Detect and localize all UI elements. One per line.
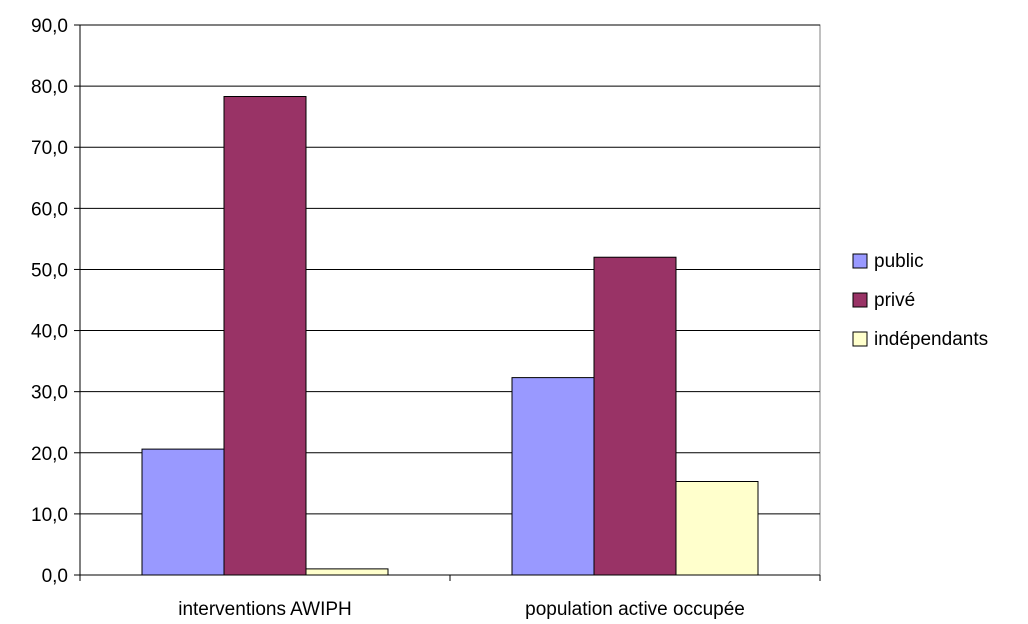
bar-2-1 xyxy=(223,96,307,576)
legend: public privé indépendants xyxy=(852,251,988,350)
y-tick-label: 50,0 xyxy=(31,260,68,281)
legend-label: privé xyxy=(874,290,915,311)
y-tick-label: 60,0 xyxy=(31,199,68,220)
y-tick-label: 10,0 xyxy=(31,505,68,526)
legend-swatch xyxy=(852,331,868,347)
y-tick-label: 30,0 xyxy=(31,383,68,404)
y-tick-label: 90,0 xyxy=(31,16,68,37)
y-tick-label: 80,0 xyxy=(31,77,68,98)
y-tick-label: 40,0 xyxy=(31,322,68,343)
bar-2-2 xyxy=(593,256,677,576)
legend-label: public xyxy=(874,251,924,272)
x-axis-labels: interventions AWIPH population active occ… xyxy=(178,599,745,620)
legend-swatch xyxy=(852,292,868,308)
x-category-label: interventions AWIPH xyxy=(178,599,352,620)
axes xyxy=(74,24,821,581)
y-tick-label: 0,0 xyxy=(42,566,68,587)
y-tick-label: 20,0 xyxy=(31,444,68,465)
bar-3-1 xyxy=(305,568,389,576)
y-tick-label: 70,0 xyxy=(31,138,68,159)
legend-swatch xyxy=(852,253,868,269)
y-axis-ticks: 0,0 10,0 20,0 30,0 40,0 50,0 60,0 70,0 80,0 90,0 xyxy=(31,16,68,587)
x-category-label: population active occupée xyxy=(525,599,745,620)
legend-label: indépendants xyxy=(874,329,988,350)
bars xyxy=(141,96,759,576)
bar-1-2 xyxy=(511,377,595,576)
bar-3-2 xyxy=(675,481,759,576)
bar-1-1 xyxy=(141,448,225,576)
